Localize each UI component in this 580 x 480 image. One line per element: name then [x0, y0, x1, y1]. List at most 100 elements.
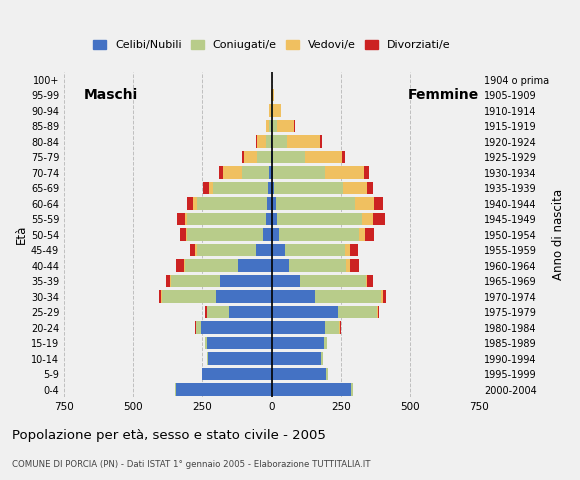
Y-axis label: Anno di nascita: Anno di nascita — [552, 189, 565, 280]
Bar — [378, 306, 379, 318]
Bar — [350, 244, 358, 256]
Bar — [365, 228, 374, 241]
Bar — [266, 120, 270, 132]
Bar — [381, 290, 383, 303]
Bar — [184, 213, 187, 226]
Bar — [219, 166, 223, 179]
Bar — [206, 306, 229, 318]
Bar — [205, 306, 206, 318]
Bar — [185, 259, 238, 272]
Bar — [193, 197, 197, 210]
Bar — [197, 244, 256, 256]
Bar — [316, 290, 381, 303]
Bar — [294, 120, 295, 132]
Bar — [271, 151, 273, 164]
Bar — [269, 104, 271, 117]
Bar — [175, 383, 176, 396]
Bar — [271, 197, 275, 210]
Bar — [367, 182, 374, 194]
Bar — [238, 259, 271, 272]
Bar — [271, 321, 325, 334]
Bar — [269, 182, 271, 194]
Bar — [271, 290, 316, 303]
Bar — [213, 182, 269, 194]
Bar — [271, 73, 273, 86]
Bar — [374, 197, 383, 210]
Bar — [271, 244, 285, 256]
Bar — [327, 368, 328, 381]
Text: Femmine: Femmine — [407, 88, 478, 102]
Bar — [345, 244, 350, 256]
Bar — [273, 104, 281, 117]
Bar — [287, 135, 320, 148]
Bar — [166, 275, 171, 288]
Bar — [257, 135, 266, 148]
Bar — [271, 259, 289, 272]
Bar — [346, 259, 350, 272]
Bar — [159, 290, 161, 303]
Legend: Celibi/Nubili, Coniugati/e, Vedovi/e, Divorziati/e: Celibi/Nubili, Coniugati/e, Vedovi/e, Di… — [88, 35, 455, 54]
Bar — [340, 321, 341, 334]
Bar — [271, 306, 338, 318]
Bar — [184, 259, 185, 272]
Bar — [350, 259, 358, 272]
Bar — [355, 197, 374, 210]
Bar — [359, 228, 365, 241]
Bar — [263, 228, 271, 241]
Bar — [242, 166, 270, 179]
Bar — [220, 275, 271, 288]
Bar — [289, 259, 346, 272]
Bar — [177, 213, 184, 226]
Bar — [223, 166, 242, 179]
Bar — [271, 275, 300, 288]
Bar — [187, 213, 266, 226]
Bar — [351, 383, 353, 396]
Bar — [272, 135, 287, 148]
Bar — [277, 120, 294, 132]
Bar — [270, 120, 271, 132]
Bar — [201, 321, 271, 334]
Bar — [270, 151, 271, 164]
Bar — [343, 182, 367, 194]
Bar — [271, 213, 277, 226]
Bar — [256, 135, 257, 148]
Bar — [186, 228, 187, 241]
Bar — [202, 368, 271, 381]
Bar — [276, 197, 355, 210]
Bar — [325, 321, 339, 334]
Bar — [187, 228, 263, 241]
Bar — [171, 275, 220, 288]
Bar — [244, 151, 258, 164]
Bar — [195, 244, 197, 256]
Bar — [229, 306, 271, 318]
Bar — [373, 213, 385, 226]
Bar — [325, 166, 364, 179]
Bar — [162, 290, 216, 303]
Bar — [206, 337, 271, 349]
Bar — [272, 120, 277, 132]
Bar — [273, 166, 325, 179]
Bar — [339, 321, 340, 334]
Bar — [377, 306, 378, 318]
Bar — [180, 228, 186, 241]
Bar — [271, 104, 273, 117]
Bar — [258, 151, 270, 164]
Bar — [216, 290, 271, 303]
Bar — [197, 197, 267, 210]
Bar — [267, 197, 271, 210]
Bar — [324, 337, 327, 349]
Bar — [321, 352, 322, 365]
Bar — [271, 182, 274, 194]
Bar — [266, 135, 271, 148]
Bar — [176, 383, 271, 396]
Bar — [273, 89, 274, 101]
Bar — [205, 337, 206, 349]
Bar — [256, 244, 271, 256]
Bar — [320, 135, 322, 148]
Bar — [208, 352, 271, 365]
Bar — [176, 259, 184, 272]
Bar — [242, 151, 244, 164]
Bar — [300, 275, 366, 288]
Bar — [383, 290, 386, 303]
Bar — [190, 244, 195, 256]
